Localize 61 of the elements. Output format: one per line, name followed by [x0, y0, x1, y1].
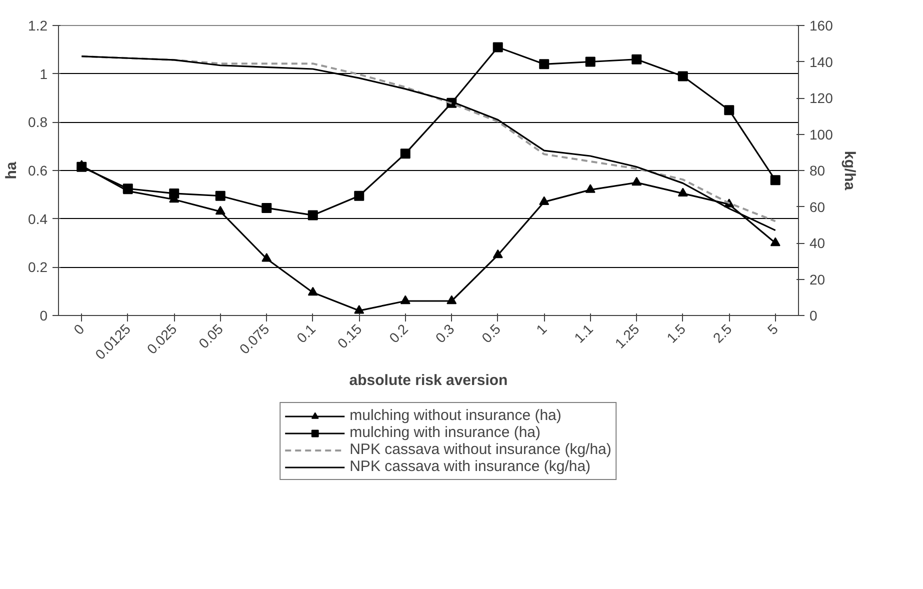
y-tick-label: 0.6 — [28, 162, 48, 178]
point — [169, 188, 180, 198]
y2-tick-label: 140 — [810, 54, 834, 70]
point — [215, 206, 226, 215]
y2-axis-title: kg/ha — [840, 150, 858, 191]
point — [354, 304, 364, 314]
point — [770, 237, 780, 246]
point — [539, 59, 550, 70]
x-tick-label: 1.1 — [570, 320, 596, 346]
point — [632, 54, 642, 64]
x-tick-label: 0 — [70, 320, 88, 338]
legend-label: NPK cassava without insurance (kg/ha) — [350, 441, 612, 458]
point — [76, 162, 87, 172]
x-tick-label: 0.2 — [386, 320, 412, 346]
x-tick-label: 0.5 — [478, 320, 504, 346]
y-tick-label: 1.2 — [28, 18, 48, 34]
point — [262, 253, 272, 262]
point — [400, 148, 410, 159]
point — [400, 295, 410, 304]
x-tick-label: 2.5 — [710, 320, 735, 346]
y2-tick-label: 60 — [810, 198, 826, 215]
point — [354, 190, 364, 201]
point — [632, 176, 642, 186]
y2-tick-label: 160 — [810, 18, 834, 34]
point — [446, 295, 457, 304]
y2-tick-label: 0 — [810, 308, 818, 324]
y-tick-label: 0.4 — [28, 210, 48, 227]
point — [492, 249, 503, 258]
x-tick-label: 5 — [764, 320, 782, 338]
point — [585, 56, 596, 67]
point — [308, 286, 318, 296]
point — [585, 184, 596, 193]
y2-tick-label: 80 — [810, 162, 826, 178]
x-tick-label: 0.3 — [432, 320, 458, 346]
x-tick-label: 1 — [532, 320, 550, 338]
point — [678, 188, 688, 197]
point — [724, 105, 734, 116]
legend-label: mulching with insurance (ha) — [350, 424, 541, 441]
point — [770, 175, 780, 186]
x-axis-title: absolute risk aversion — [349, 372, 508, 389]
y-axis-title: ha — [3, 161, 20, 180]
point — [678, 71, 688, 82]
point — [215, 190, 226, 201]
y2-tick-label: 20 — [810, 271, 826, 288]
point — [539, 196, 550, 206]
x-tick-label: 0.15 — [334, 320, 365, 352]
y-tick-label: 0.2 — [28, 259, 48, 276]
point — [262, 202, 272, 213]
x-tick-label: 0.05 — [195, 320, 226, 352]
y-tick-label: 0.8 — [28, 114, 48, 130]
y2-tick-label: 120 — [810, 90, 834, 106]
point — [492, 42, 503, 52]
y2-tick-label: 100 — [810, 126, 834, 142]
point — [308, 210, 318, 220]
x-tick-label: 1.5 — [663, 320, 689, 346]
y-tick-label: 0 — [40, 308, 48, 324]
y2-tick-label: 40 — [810, 235, 826, 251]
legend-label: NPK cassava with insurance (kg/ha) — [350, 458, 591, 475]
legend-label: mulching without insurance (ha) — [350, 407, 562, 424]
x-tick-label: 0.1 — [293, 320, 319, 346]
y-tick-label: 1 — [40, 66, 48, 82]
